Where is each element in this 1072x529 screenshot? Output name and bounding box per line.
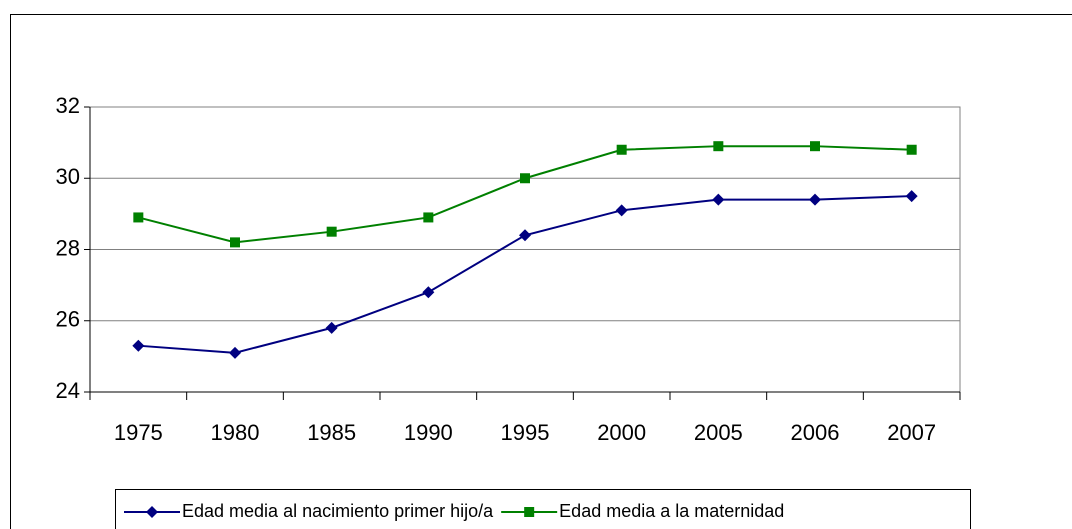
x-tick-label: 2006 [791, 420, 840, 445]
x-tick-label: 1995 [501, 420, 550, 445]
data-point [325, 321, 338, 334]
data-point [905, 190, 918, 203]
data-point [810, 141, 820, 152]
legend-box [115, 489, 971, 529]
x-tick-label: 1985 [307, 420, 356, 445]
y-tick-label: 30 [56, 164, 80, 189]
x-tick-label: 1980 [211, 420, 260, 445]
data-point [230, 237, 240, 248]
data-point [132, 339, 145, 352]
x-tick-label: 2005 [694, 420, 743, 445]
data-point [422, 286, 435, 299]
y-tick-label: 28 [56, 235, 80, 260]
data-point [809, 193, 821, 206]
y-tick-label: 32 [56, 93, 80, 118]
legend-marker [146, 506, 158, 518]
data-point [326, 226, 337, 237]
data-point [616, 144, 627, 155]
chart-border [10, 14, 1072, 529]
y-tick-label: 24 [56, 378, 80, 403]
data-point [133, 212, 144, 223]
legend-marker [524, 507, 535, 517]
data-point [906, 144, 917, 155]
data-point [615, 204, 628, 217]
x-tick-label: 1990 [404, 420, 453, 445]
data-point [423, 212, 434, 223]
data-point [712, 193, 725, 206]
legend-label: Edad media al nacimiento primer hijo/a [182, 501, 494, 521]
data-point [713, 141, 724, 152]
x-tick-label: 1975 [114, 420, 163, 445]
data-point [519, 229, 531, 242]
data-point [229, 346, 241, 359]
x-tick-label: 2000 [597, 420, 646, 445]
y-tick-label: 26 [56, 307, 80, 332]
legend-label: Edad media a la maternidad [559, 501, 784, 521]
x-tick-label: 2007 [887, 420, 936, 445]
data-point [520, 173, 530, 184]
